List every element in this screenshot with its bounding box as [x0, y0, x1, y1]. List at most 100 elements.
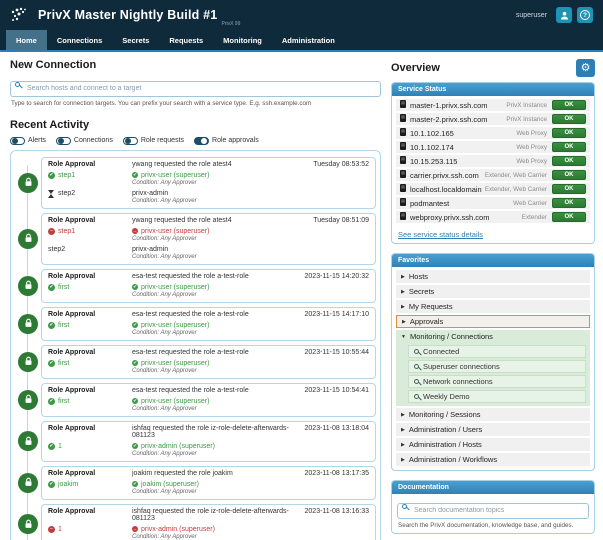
favorite-item-monitoring-connections[interactable]: ▼ Monitoring / Connections [396, 330, 590, 343]
role-approval-card[interactable]: Role Approval ishfaq requested the role i… [41, 503, 376, 540]
timeline-node [15, 389, 41, 410]
search-icon [414, 349, 419, 354]
connection-search-input[interactable] [10, 80, 381, 97]
service-name: master-1.privx.ssh.com [410, 100, 488, 110]
role-approval-card[interactable]: Role Approval joakim requested the role j… [41, 465, 376, 500]
favorite-subitem-superuser-connections[interactable]: Superuser connections [408, 360, 586, 373]
favorite-label: Administration / Hosts [408, 440, 482, 449]
service-row-10-1-102-165[interactable]: 10.1.102.165 Web Proxy OK [396, 127, 590, 139]
step-label: first [58, 321, 70, 329]
filter-label: Connections [73, 137, 113, 144]
approved-check-icon: ✔ [48, 321, 55, 329]
timeline-node [15, 172, 41, 193]
search-icon [414, 379, 419, 384]
role-approval-card[interactable]: Role Approval esa-test requested the role… [41, 306, 376, 341]
favorite-subitem-network-connections[interactable]: Network connections [408, 375, 586, 388]
role-approval-card[interactable]: Role Approval esa-test requested the role… [41, 268, 376, 303]
documentation-panel: Documentation Search the PrivX documenta… [391, 480, 595, 534]
favorite-label: Administration / Workflows [408, 455, 498, 464]
service-row-10-1-102-174[interactable]: 10.1.102.174 Web Proxy OK [396, 141, 590, 153]
favorite-label: Monitoring / Sessions [408, 410, 481, 419]
favorite-item-monitoring-sessions[interactable]: ▶ Monitoring / Sessions [396, 408, 590, 421]
app-version: PrivX 99 [221, 21, 241, 27]
favorite-subitem-connected[interactable]: Connected [408, 345, 586, 358]
approver-name: privx-admin (superuser) [141, 442, 215, 450]
toggle-alerts[interactable] [10, 136, 25, 145]
role-approval-avatar [18, 472, 38, 493]
step-name: ✔ first [48, 321, 132, 336]
step-detail: ✔ joakim (superuser) Condition: Any Approv… [132, 481, 369, 495]
role-approval-card[interactable]: Role Approval ywang requested the role at… [41, 212, 376, 265]
role-approval-card[interactable]: Role Approval esa-test requested the role… [41, 382, 376, 417]
approver-condition: Condition: Any Approver [132, 235, 197, 242]
lock-icon [25, 318, 31, 327]
favorite-item-secrets[interactable]: ▶ Secrets [396, 285, 590, 298]
role-approval-card[interactable]: Role Approval ishfaq requested the role i… [41, 420, 376, 462]
role-approval-card[interactable]: Role Approval esa-test requested the role… [41, 344, 376, 379]
filter-connections[interactable]: Connections [55, 136, 113, 145]
rejected-block-icon: – [48, 525, 55, 533]
timeline-node [15, 472, 41, 493]
service-name: 10.15.253.115 [410, 156, 458, 166]
nav-tab-monitoring[interactable]: Monitoring [223, 36, 262, 45]
service-row-podmantest[interactable]: podmantest Web Carrier OK [396, 197, 590, 209]
filter-role-requests[interactable]: Role requests [122, 136, 184, 145]
card-title: Role Approval [48, 348, 96, 356]
step-detail: privx-admin Condition: Any Approver [132, 190, 369, 204]
role-approval-avatar [18, 228, 38, 249]
top-bar: PrivX Master Nightly Build #1 PrivX 99 s… [0, 0, 603, 30]
nav-tab-connections[interactable]: Connections [56, 36, 103, 45]
role-approval-avatar [18, 172, 38, 193]
service-row-localhost-localdomain[interactable]: localhost.localdomain Extender, Web Carri… [396, 183, 590, 195]
step-label: step1 [58, 227, 76, 235]
service-type: Web Proxy [516, 157, 547, 165]
service-type: PrivX Instance [506, 115, 547, 123]
documentation-search-input[interactable] [397, 502, 589, 519]
role-approval-card[interactable]: Role Approval ywang requested the role at… [41, 156, 376, 209]
favorite-item-approvals[interactable]: ▶ Approvals [396, 315, 590, 328]
lock-icon [25, 280, 31, 289]
user-profile-button[interactable] [556, 7, 572, 23]
card-head: Role Approval esa-test requested the role… [48, 387, 369, 394]
service-row-10-15-253-115[interactable]: 10.15.253.115 Web Proxy OK [396, 155, 590, 167]
help-button[interactable]: ? [577, 7, 593, 23]
service-row-master-2-privx-ssh-com[interactable]: master-2.privx.ssh.com PrivX Instance OK [396, 113, 590, 125]
toggle-role-approvals[interactable] [194, 136, 210, 145]
approval-step: ✔ first ✔ privx-user (superuser) Condition: … [48, 321, 369, 336]
role-approval-avatar [18, 275, 38, 296]
activity-row: Role Approval esa-test requested the role… [15, 268, 376, 303]
service-row-carrier-privx-ssh-com[interactable]: carrier.privx.ssh.com Extender, Web Carri… [396, 169, 590, 181]
approver-condition: Condition: Any Approver [132, 197, 197, 204]
status-badge: OK [552, 198, 586, 208]
overview-settings-button[interactable]: ⚙ [576, 59, 595, 77]
filter-role-approvals[interactable]: Role approvals [194, 136, 259, 145]
server-icon [400, 156, 406, 166]
favorite-item-administration-hosts[interactable]: ▶ Administration / Hosts [396, 438, 590, 451]
step-label: step2 [48, 245, 66, 253]
approver-name: privx-admin (superuser) [141, 525, 215, 533]
nav-tab-secrets[interactable]: Secrets [122, 36, 150, 45]
step-name: step2 [48, 189, 132, 204]
filter-alerts[interactable]: Alerts [10, 136, 46, 145]
step-detail: – privx-admin (superuser) Condition: Any A… [132, 526, 369, 540]
card-timestamp: 2023-11-15 14:20:32 [304, 272, 369, 280]
favorite-item-my-requests[interactable]: ▶ My Requests [396, 300, 590, 313]
lock-icon [25, 394, 31, 403]
approval-step: step2 privx-admin Condition: Any Approver [48, 189, 369, 204]
service-status-details-link[interactable]: See service status details [398, 230, 484, 239]
favorite-item-administration-workflows[interactable]: ▶ Administration / Workflows [396, 453, 590, 466]
nav-tab-requests[interactable]: Requests [169, 36, 204, 45]
favorite-subitem-weekly-demo[interactable]: Weekly Demo [408, 390, 586, 403]
toggle-connections[interactable] [55, 136, 71, 145]
privx-logo-icon [10, 7, 30, 23]
service-row-webproxy-privx-ssh-com[interactable]: webproxy.privx.ssh.com Extender OK [396, 211, 590, 223]
service-row-master-1-privx-ssh-com[interactable]: master-1.privx.ssh.com PrivX Instance OK [396, 99, 590, 111]
step-name: ✔ 1 [48, 442, 132, 457]
favorite-item-administration-users[interactable]: ▶ Administration / Users [396, 423, 590, 436]
favorite-item-hosts[interactable]: ▶ Hosts [396, 270, 590, 283]
nav-tab-home[interactable]: Home [6, 30, 47, 50]
nav-tab-administration[interactable]: Administration [281, 36, 335, 45]
toggle-role-requests[interactable] [122, 136, 138, 145]
chevron-right-icon: ▶ [401, 411, 405, 418]
activity-row: Role Approval ywang requested the role at… [15, 156, 376, 209]
